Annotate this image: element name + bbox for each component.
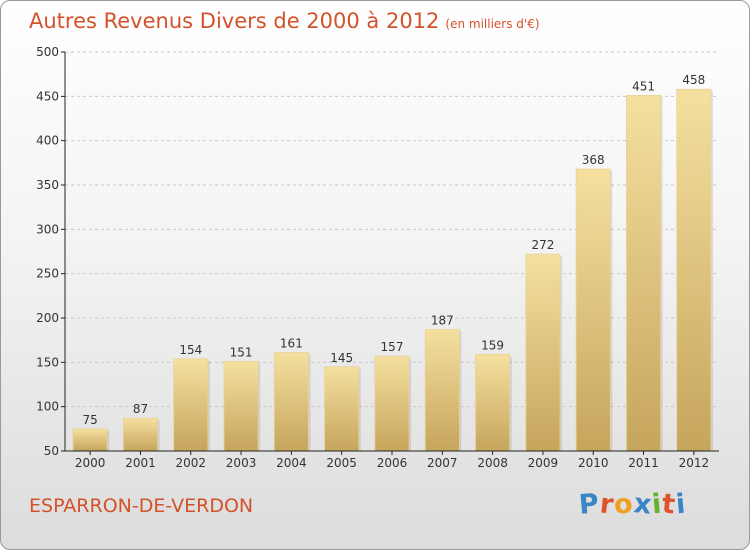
proxiti-logo: Proxiti (577, 488, 688, 521)
labels: 50 100 150 200 250 300 350 400 450 500 75 2000 87 200… (36, 45, 709, 470)
x-tick-label: 2003 (226, 456, 257, 470)
x-tick-label: 2011 (628, 456, 659, 470)
axes (61, 51, 719, 455)
data-label: 187 (431, 314, 454, 328)
y-tick-label: 50 (44, 444, 59, 458)
chart-title-text: Autres Revenus Divers de 2000 à 2012 (29, 9, 440, 33)
x-tick-label: 2002 (175, 456, 206, 470)
bar-chart: 50 100 150 200 250 300 350 400 450 500 75 2000 87 200… (36, 45, 719, 470)
bar (475, 353, 511, 452)
commune-name: ESPARRON-DE-VERDON (29, 495, 254, 517)
data-label: 368 (582, 153, 605, 167)
data-label: 272 (531, 238, 554, 252)
y-tick-label: 500 (36, 45, 59, 59)
x-tick-label: 2006 (377, 456, 408, 470)
data-label: 161 (280, 337, 303, 351)
y-tick-label: 450 (36, 89, 59, 103)
data-label: 151 (230, 345, 253, 359)
y-tick-label: 150 (36, 355, 59, 369)
chart-title: Autres Revenus Divers de 2000 à 2012 (en … (29, 9, 540, 33)
bar (575, 168, 611, 452)
x-tick-label: 2007 (427, 456, 458, 470)
x-tick-label: 2001 (125, 456, 156, 470)
bar (324, 366, 360, 452)
x-tick-label: 2010 (578, 456, 609, 470)
y-tick-label: 200 (36, 311, 59, 325)
bar (72, 428, 108, 452)
y-tick-label: 250 (36, 267, 59, 281)
data-label: 157 (381, 340, 404, 354)
y-tick-label: 100 (36, 400, 59, 414)
x-tick-label: 2005 (326, 456, 357, 470)
data-label: 458 (682, 73, 705, 87)
y-tick-label: 350 (36, 178, 59, 192)
data-label: 451 (632, 79, 655, 93)
data-label: 154 (179, 343, 202, 357)
bar (223, 361, 259, 452)
y-tick-label: 300 (36, 222, 59, 236)
logo-letter: P (577, 488, 602, 521)
data-label: 87 (133, 402, 148, 416)
bar (173, 358, 209, 452)
bar (374, 355, 410, 452)
bar (525, 253, 561, 452)
bars (72, 88, 713, 452)
bar (424, 329, 460, 452)
bar (273, 352, 309, 452)
x-tick-label: 2000 (75, 456, 106, 470)
x-tick-label: 2004 (276, 456, 307, 470)
logo-letter: i (674, 488, 688, 521)
x-tick-label: 2008 (477, 456, 508, 470)
data-label: 159 (481, 338, 504, 352)
x-tick-label: 2009 (528, 456, 559, 470)
data-label: 75 (83, 413, 98, 427)
data-label: 145 (330, 351, 353, 365)
y-tick-label: 400 (36, 134, 59, 148)
x-tick-label: 2012 (679, 456, 710, 470)
bar (122, 417, 158, 452)
chart-subtitle: (en milliers d'€) (445, 17, 540, 31)
bar (626, 95, 662, 452)
bar (676, 88, 712, 452)
